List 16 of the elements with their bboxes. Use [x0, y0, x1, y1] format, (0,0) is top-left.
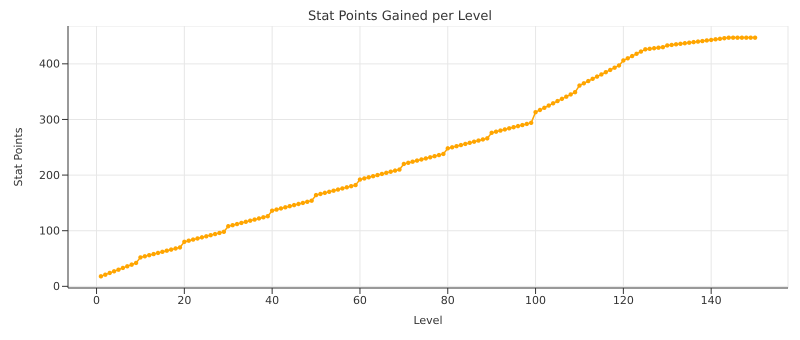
x-tick-label: 140 [700, 294, 722, 307]
chart-title: Stat Points Gained per Level [306, 8, 494, 26]
y-tick-label: 400 [39, 58, 60, 71]
x-tick-label: 60 [352, 294, 367, 307]
x-tick-label: 0 [93, 294, 100, 307]
x-axis-title: Level [413, 314, 443, 327]
x-tick-label: 80 [440, 294, 455, 307]
x-tick-label: 40 [265, 294, 280, 307]
y-tick-label: 200 [39, 168, 60, 182]
y-tick-label: 0 [53, 280, 60, 294]
y-axis-title: Stat Points [12, 127, 25, 186]
y-tick-label: 300 [39, 113, 60, 126]
x-tick-label: 100 [525, 294, 546, 307]
x-tick-label: 20 [177, 294, 192, 307]
y-tick-label: 100 [39, 224, 60, 238]
x-tick-label: 120 [612, 294, 634, 307]
